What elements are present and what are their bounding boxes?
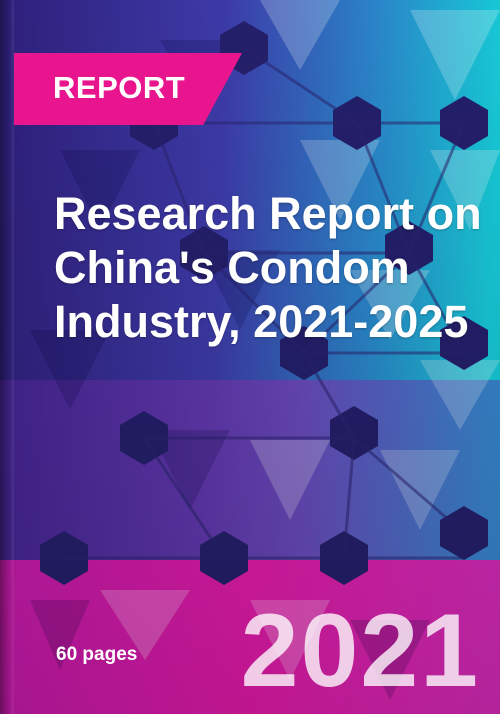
report-badge bbox=[14, 53, 242, 125]
publication-year: 2021 bbox=[240, 593, 480, 709]
page-count: 60 pages bbox=[56, 644, 138, 665]
report-badge-label: REPORT bbox=[53, 70, 186, 105]
book-spine-shadow bbox=[0, 0, 14, 714]
report-title: Research Report on China's Condom Indust… bbox=[54, 188, 482, 347]
